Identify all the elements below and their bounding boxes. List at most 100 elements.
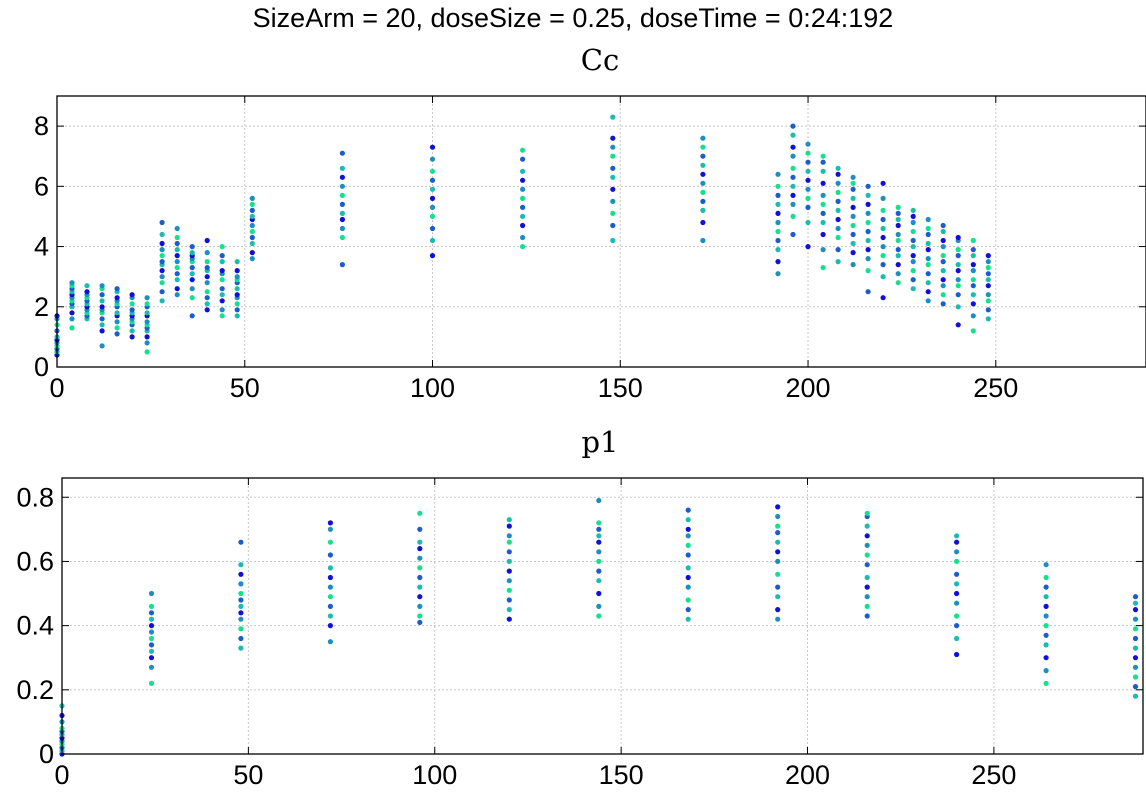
data-point [985,259,991,265]
data-point [219,313,225,319]
data-point [805,204,811,210]
data-point [249,240,255,247]
data-point [148,648,155,654]
figure-suptitle: SizeArm = 20, doseSize = 0.25, doseTime … [253,3,894,33]
data-point [429,253,436,259]
data-point [520,186,526,192]
data-point [596,539,602,545]
data-point [129,307,135,313]
data-point [955,283,961,289]
data-point [955,292,961,298]
data-point [114,310,120,316]
data-point [954,635,960,642]
data-point [880,195,886,201]
data-point [204,307,210,313]
data-point [429,144,436,150]
data-point [339,183,345,189]
data-point [339,225,345,232]
data-point [189,265,195,271]
data-point [417,555,423,561]
data-point [429,225,436,232]
data-point [835,171,841,177]
y-tick-label: 0.4 [16,611,54,641]
data-point [596,526,602,532]
data-point [148,603,155,610]
data-point [238,539,244,545]
data-point [327,584,333,590]
data-point [520,168,526,174]
data-point [775,571,781,577]
data-point [204,259,210,265]
data-point [820,168,826,174]
y-tick-label: 0 [34,352,49,382]
data-point [339,234,345,241]
data-point [910,228,916,235]
data-point [820,247,826,253]
data-point [925,298,931,304]
data-point [895,237,901,244]
data-point [820,201,826,207]
data-point [820,159,826,165]
data-point [417,539,423,545]
data-point [864,584,870,590]
data-point [970,247,976,253]
data-point [99,292,105,298]
data-point [940,283,946,289]
data-point [1043,642,1049,648]
data-point [1043,574,1049,581]
data-point [429,213,436,219]
data-point [954,623,960,629]
data-point [880,207,886,213]
data-point [1043,623,1049,629]
data-point [895,247,901,253]
data-point [159,274,165,280]
data-point [864,603,870,610]
x-tick-label: 50 [233,760,263,790]
data-point [327,594,333,600]
data-point [204,301,210,307]
data-point [174,240,180,247]
data-point [805,168,811,174]
data-point [144,301,150,307]
data-point [1043,655,1049,661]
data-point [596,568,602,574]
data-point [506,587,512,593]
data-point [864,613,870,619]
data-point [339,174,345,180]
data-point [910,286,916,292]
data-point [610,174,616,180]
data-point [970,277,976,283]
data-point [204,280,210,286]
data-point [865,237,871,244]
data-point [685,584,691,590]
data-point [159,240,165,247]
data-point [880,216,886,223]
data-point [970,268,976,274]
data-point [925,256,931,262]
data-point [520,204,526,210]
data-point [144,349,150,355]
data-point [610,210,616,216]
data-point [790,144,796,150]
data-point [954,549,960,555]
data-point [895,222,901,229]
data-point [327,613,333,619]
data-point [940,253,946,259]
data-point [417,565,423,571]
data-point [99,316,105,322]
data-point [700,219,706,226]
x-tick-label: 200 [786,373,831,403]
data-point [865,289,871,295]
data-point [610,165,616,171]
data-point [429,195,436,201]
chart-p1: p1 0 50 100 150 200 250 0 0.2 0.4 0.6 0.8 [16,425,1144,790]
data-point [144,310,150,316]
data-point [925,231,931,238]
data-point [775,210,781,216]
data-point [850,231,856,238]
data-point [219,253,225,259]
data-point [429,186,436,192]
data-point [249,250,255,256]
data-point [84,289,90,295]
data-point [1043,668,1049,674]
